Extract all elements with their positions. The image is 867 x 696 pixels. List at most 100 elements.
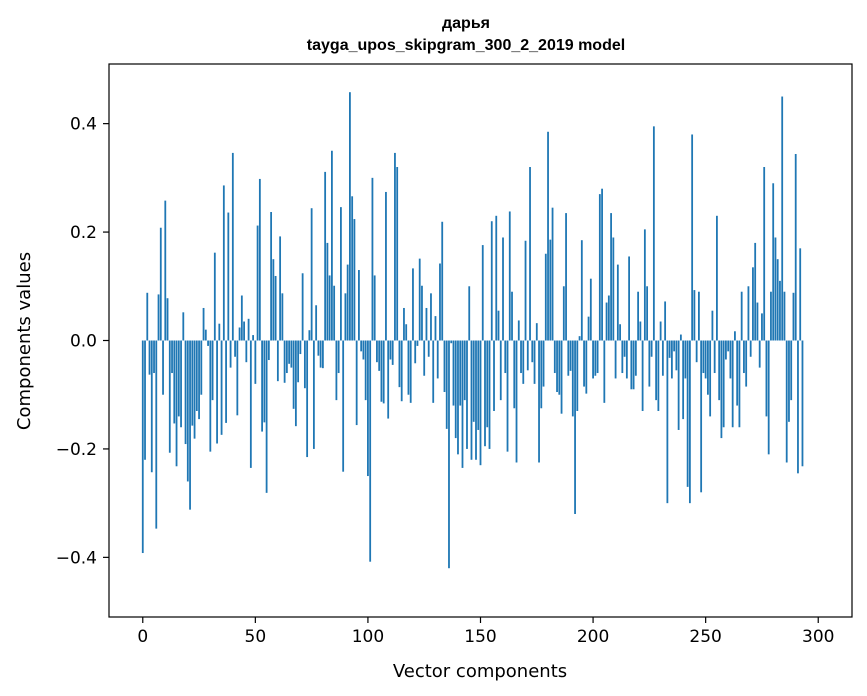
bar-component-15 — [175, 340, 178, 467]
bar-component-55 — [265, 340, 268, 493]
bar-component-29 — [207, 340, 209, 346]
bar-component-45 — [243, 321, 245, 341]
bar-component-4 — [150, 340, 153, 473]
bar-component-284 — [781, 96, 784, 341]
bar-component-50 — [254, 340, 257, 384]
bar-component-97 — [360, 340, 363, 352]
bar-component-86 — [335, 340, 338, 401]
bar-component-13 — [171, 340, 173, 374]
bar-component-170 — [524, 240, 527, 341]
bar-component-85 — [333, 285, 336, 341]
bar-component-262 — [731, 340, 734, 428]
bar-component-70 — [299, 340, 302, 355]
bar-component-22 — [191, 340, 194, 426]
bar-component-58 — [272, 259, 275, 341]
bar-component-100 — [367, 340, 369, 477]
bar-component-260 — [727, 340, 730, 352]
bar-component-62 — [281, 293, 284, 341]
bar-component-127 — [427, 340, 430, 357]
bar-component-2 — [146, 292, 149, 341]
bar-component-135 — [445, 340, 448, 429]
bar-component-223 — [643, 229, 646, 341]
bar-component-111 — [391, 340, 394, 365]
bar-component-75 — [310, 208, 313, 341]
chart-subtitle: tayga_upos_skipgram_300_2_2019 model — [307, 37, 625, 54]
bar-component-290 — [794, 154, 797, 341]
bar-component-89 — [342, 340, 345, 472]
x-axis-ticks: 0 50 100 150 200 250 300 — [137, 617, 834, 647]
bar-component-265 — [738, 340, 741, 428]
bar-component-292 — [799, 248, 802, 341]
bar-component-192 — [574, 340, 576, 514]
bar-component-167 — [517, 320, 520, 341]
bar-component-61 — [279, 236, 282, 341]
bar-component-204 — [601, 188, 603, 341]
bar-component-232 — [664, 301, 667, 341]
bar-component-202 — [596, 340, 599, 374]
bar-component-193 — [576, 340, 579, 411]
bar-component-234 — [668, 340, 671, 358]
y-axis-label: Components values — [14, 252, 35, 430]
bar-component-132 — [439, 263, 441, 341]
bar-component-172 — [529, 167, 531, 341]
bar-component-211 — [616, 264, 619, 341]
bar-component-270 — [749, 340, 752, 357]
bar-component-156 — [493, 340, 495, 411]
bar-component-153 — [486, 340, 489, 428]
bar-component-99 — [364, 340, 367, 401]
bar-component-245 — [693, 290, 696, 341]
bar-component-125 — [423, 340, 426, 376]
bar-component-279 — [770, 291, 772, 341]
bar-component-161 — [504, 340, 507, 374]
bar-component-83 — [328, 275, 331, 341]
bar-component-181 — [549, 239, 552, 341]
bar-component-151 — [481, 245, 484, 341]
bar-component-80 — [321, 340, 324, 369]
bar-component-173 — [531, 340, 534, 363]
bar-component-229 — [657, 340, 660, 411]
bar-component-206 — [605, 302, 608, 341]
bar-component-236 — [673, 340, 676, 352]
bar-component-281 — [774, 237, 777, 341]
bar-component-238 — [677, 340, 680, 430]
bar-component-221 — [639, 321, 642, 341]
bar-component-51 — [256, 225, 259, 341]
bar-component-140 — [457, 340, 459, 455]
bar-component-44 — [240, 295, 243, 341]
bar-component-46 — [245, 340, 248, 363]
bar-component-124 — [421, 285, 423, 341]
bar-component-98 — [362, 340, 365, 360]
bar-component-154 — [488, 340, 491, 449]
bar-component-137 — [450, 340, 453, 344]
bar-component-226 — [650, 340, 653, 357]
bar-component-235 — [670, 340, 673, 379]
bar-component-43 — [238, 327, 241, 341]
bar-component-162 — [506, 340, 509, 452]
bar-component-28 — [204, 329, 207, 341]
bar-component-160 — [502, 237, 504, 341]
bar-component-293 — [801, 340, 804, 467]
bar-component-253 — [711, 310, 714, 341]
bar-component-198 — [587, 316, 590, 341]
bar-component-27 — [202, 307, 205, 341]
bar-component-40 — [231, 152, 234, 341]
bar-component-136 — [448, 340, 450, 569]
bar-component-32 — [213, 252, 216, 341]
bar-component-57 — [270, 212, 273, 341]
bar-component-64 — [285, 340, 288, 374]
bar-component-53 — [261, 340, 263, 432]
x-tick-label: 250 — [689, 627, 721, 647]
bar-component-114 — [398, 340, 401, 388]
bar-component-21 — [189, 340, 191, 510]
bar-component-256 — [718, 340, 721, 401]
bar-component-209 — [612, 237, 615, 341]
bar-component-144 — [466, 340, 468, 449]
bar-component-49 — [252, 335, 254, 341]
bar-component-81 — [324, 171, 327, 341]
bar-component-285 — [783, 291, 786, 341]
bar-component-165 — [513, 340, 516, 409]
bar-component-219 — [634, 340, 637, 376]
bar-component-3 — [148, 340, 151, 375]
bar-component-18 — [182, 312, 185, 341]
plot-frame — [108, 63, 853, 618]
